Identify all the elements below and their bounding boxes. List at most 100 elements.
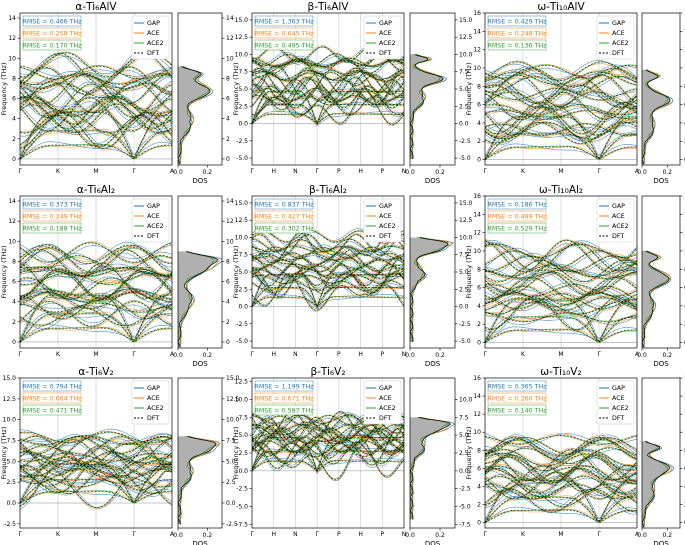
x-tick-label: Γ (315, 531, 319, 538)
band-dft (252, 76, 404, 102)
dos-y-tick-label: 15.0 (459, 200, 473, 207)
band-dft (252, 443, 404, 458)
band-ace (485, 435, 637, 462)
band-dft (485, 456, 637, 484)
dos-y-tick-label: 12 (226, 218, 234, 225)
band-ace (485, 297, 637, 344)
band-ace2 (20, 287, 172, 304)
dos-curves (178, 435, 221, 525)
x-tick-label: P (337, 351, 341, 358)
legend-box (131, 15, 170, 60)
band-ace2 (252, 439, 404, 456)
band-dft (485, 447, 637, 464)
dos-dft-fill (410, 417, 451, 520)
legend-label: GAP (147, 203, 160, 210)
band-ace2 (485, 145, 637, 160)
band-curves (485, 433, 637, 524)
x-tick-label: P (380, 351, 384, 358)
rmse-box (254, 15, 314, 27)
dos-x-tick-label: 0.2 (203, 532, 213, 539)
y-tick-label: 2 (12, 136, 16, 143)
dos-x-tick-label: 0.0 (637, 169, 647, 176)
dos-ace2 (410, 237, 449, 342)
band-dft (485, 255, 637, 273)
rmse-label: RMSE = 0.427 THz (255, 214, 315, 221)
band-curves (20, 428, 172, 510)
band-gap (20, 301, 172, 312)
band-dft (20, 467, 172, 493)
y-tick-label: 4 (477, 303, 481, 310)
band-dft (485, 484, 637, 499)
band-dft (252, 238, 404, 252)
dos-y-tick-label: 10.0 (459, 396, 473, 403)
dos-x-label: DOS (192, 360, 208, 368)
y-axis-label: Frequency (THz) (232, 63, 240, 116)
band-dft (252, 296, 404, 307)
band-ace2 (20, 312, 172, 344)
legend-label: GAP (379, 385, 392, 392)
x-tick-label: M (93, 168, 98, 175)
band-ace2 (20, 96, 172, 132)
dos-dft (410, 416, 451, 520)
band-ace2 (20, 432, 172, 443)
dos-dft-fill (178, 251, 218, 348)
band-dft (252, 414, 404, 424)
band-dft (20, 255, 172, 273)
band-ace2 (252, 296, 404, 307)
band-ace (485, 482, 637, 509)
x-tick-label: A (635, 168, 640, 175)
dos-y-tick-label: 5.0 (459, 432, 469, 439)
band-dft (485, 465, 637, 493)
dos-x-tick-label: 0.2 (435, 532, 445, 539)
band-ace2 (485, 122, 637, 137)
band-dft (485, 296, 637, 330)
band-dft (485, 312, 637, 323)
band-gap (20, 111, 172, 152)
band-dft (485, 271, 637, 295)
dos-y-tick-label: -5.0 (459, 504, 471, 511)
dos-y-tick-label: 8 (226, 75, 230, 82)
y-tick-label: 16 (473, 193, 481, 200)
band-gap (485, 506, 637, 523)
y-tick-label: -2.5 (236, 138, 248, 145)
x-tick-label: A (635, 351, 640, 358)
band-ace (485, 241, 637, 274)
y-tick-label: 10.0 (235, 234, 249, 241)
legend-box (363, 198, 402, 243)
x-tick-label: H (271, 168, 276, 175)
band-dft (485, 292, 637, 308)
y-tick-label: 0 (12, 156, 16, 163)
band-dft (252, 435, 404, 454)
dos-y-tick-label: 10 (226, 55, 234, 62)
legend-label: DFT (147, 415, 159, 422)
dos-dft (410, 54, 444, 159)
band-dft (485, 300, 637, 315)
band-ace2 (252, 428, 404, 469)
band-dft (20, 144, 172, 160)
axes-frame (19, 195, 173, 349)
legend-label: ACE (612, 395, 625, 402)
band-dft (485, 61, 637, 81)
band-dft (20, 327, 172, 343)
band-dft (20, 431, 172, 444)
legend-label: DFT (612, 50, 624, 57)
y-tick-label: 5.0 (238, 432, 248, 439)
band-dft (252, 85, 404, 108)
legend-box (596, 380, 635, 425)
dos-y-tick-label: 2 (226, 319, 230, 326)
legend-label: GAP (612, 20, 625, 27)
y-tick-label: 4 (12, 116, 16, 123)
dos-ace2 (642, 441, 669, 528)
band-ace2 (485, 435, 637, 445)
rmse-label: RMSE = 0.495 THz (255, 43, 315, 50)
band-dft (252, 440, 404, 452)
band-gap (485, 240, 637, 274)
band-dft (252, 460, 404, 472)
dos-frame (409, 12, 456, 166)
dos-frame (641, 377, 681, 529)
dispersion-panel: α-Ti₆V₂ Frequency (THz) -2.5 0.0 2.5 5.0 7.5 10… (0, 366, 175, 538)
dos-x-label: DOS (653, 540, 669, 545)
axes-frame (484, 377, 638, 529)
band-dft (252, 46, 404, 63)
dos-curves (178, 66, 213, 165)
